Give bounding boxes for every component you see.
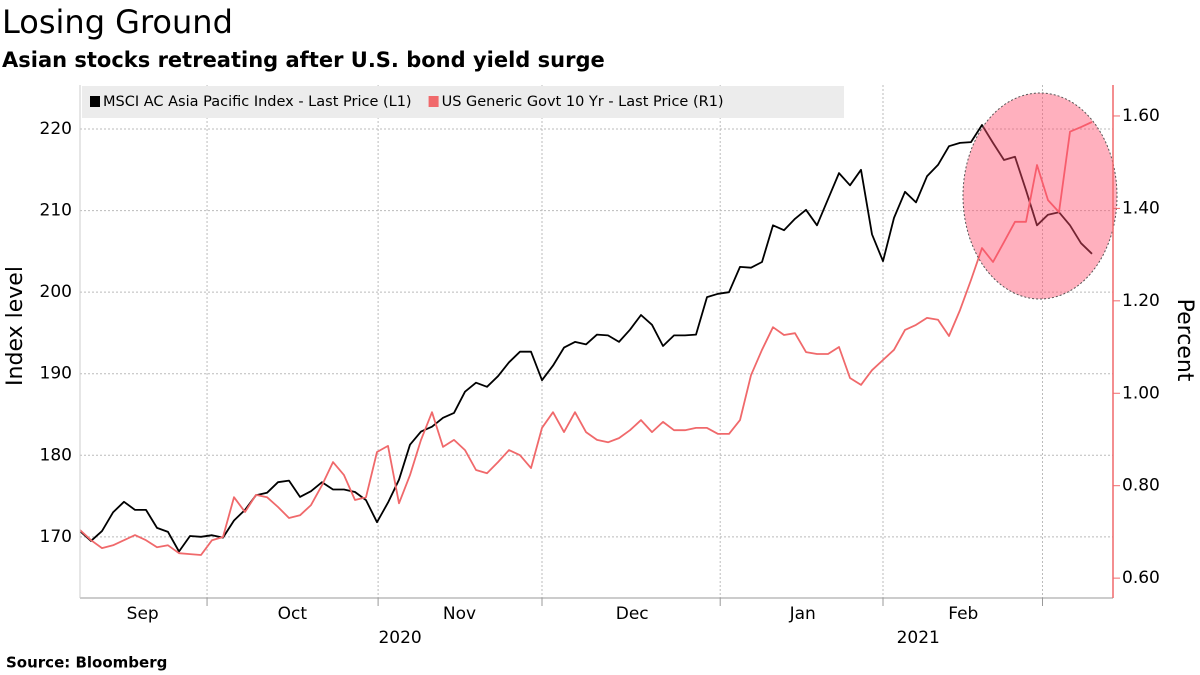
y2-tick-label: 1.40 xyxy=(1122,198,1160,218)
y2-axis-label: Percent xyxy=(1172,299,1197,382)
y-tick-label: 220 xyxy=(40,119,72,139)
x-tick-label: Sep xyxy=(127,604,159,624)
y-tick-label: 180 xyxy=(40,445,72,465)
lines xyxy=(79,121,1093,556)
y2-tick-label: 1.60 xyxy=(1122,106,1160,126)
series-line xyxy=(79,121,1093,556)
legend-label: US Generic Govt 10 Yr - Last Price (R1) xyxy=(442,94,724,110)
axes: 170 180 190 200 210 220 Sep Oct Nov Dec Jan Feb 2020… xyxy=(40,85,1160,648)
x-tick-label: Dec xyxy=(616,604,649,624)
legend-swatch xyxy=(428,96,439,107)
y2-tick-label: 0.80 xyxy=(1122,476,1160,496)
y-tick-label: 200 xyxy=(40,282,72,302)
legend-label: MSCI AC Asia Pacific Index - Last Price … xyxy=(103,94,412,110)
x-tick-label: Feb xyxy=(948,604,978,624)
chart-subtitle: Asian stocks retreating after U.S. bond … xyxy=(2,48,605,72)
y-tick-label: 190 xyxy=(40,364,72,384)
series-line xyxy=(79,124,1093,553)
y2-tick-label: 1.00 xyxy=(1122,383,1160,403)
x-tick-label: Jan xyxy=(789,604,816,624)
y-axis-label: Index level xyxy=(3,266,28,386)
y-tick-label: 210 xyxy=(40,201,72,221)
highlight-ellipse xyxy=(962,92,1118,300)
chart-title: Losing Ground xyxy=(2,3,233,41)
grid xyxy=(80,85,1113,598)
source: Source: Bloomberg xyxy=(6,654,167,672)
x-year-label: 2020 xyxy=(378,628,421,648)
y2-tick-label: 0.60 xyxy=(1122,568,1160,588)
legend-box xyxy=(82,86,844,118)
y2-tick-label: 1.20 xyxy=(1122,291,1160,311)
x-tick-label: Nov xyxy=(443,604,476,624)
legend-swatch xyxy=(90,96,100,107)
y-tick-label: 170 xyxy=(40,527,72,547)
x-year-label: 2021 xyxy=(897,628,940,648)
x-tick-label: Oct xyxy=(278,604,308,624)
